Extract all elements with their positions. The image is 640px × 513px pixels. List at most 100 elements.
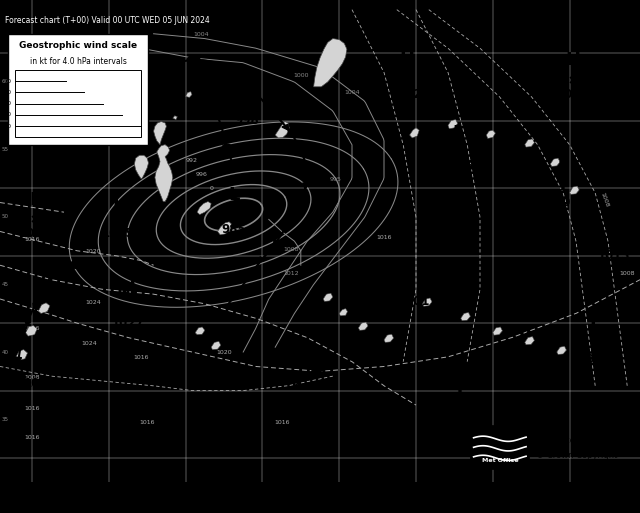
Polygon shape <box>252 90 259 96</box>
Text: 1004: 1004 <box>344 90 360 95</box>
Text: H: H <box>120 280 136 299</box>
Bar <box>8 34 148 145</box>
Polygon shape <box>25 321 31 326</box>
Text: 996: 996 <box>196 172 207 177</box>
Text: 1011: 1011 <box>444 399 476 411</box>
Text: L: L <box>113 191 124 209</box>
Text: 1012: 1012 <box>390 88 422 101</box>
Text: L: L <box>557 160 569 178</box>
Text: 1006: 1006 <box>442 160 474 173</box>
Circle shape <box>222 144 232 151</box>
Circle shape <box>212 68 223 75</box>
Polygon shape <box>186 92 192 97</box>
Circle shape <box>144 70 157 80</box>
Text: 1020: 1020 <box>216 350 232 356</box>
Polygon shape <box>296 203 303 208</box>
Polygon shape <box>232 293 239 299</box>
Polygon shape <box>358 322 368 330</box>
Polygon shape <box>275 122 289 138</box>
Polygon shape <box>273 239 280 245</box>
Polygon shape <box>323 293 333 302</box>
Polygon shape <box>525 337 534 345</box>
Text: 55: 55 <box>1 147 8 152</box>
Text: L: L <box>228 186 239 204</box>
Text: 1008: 1008 <box>620 271 635 276</box>
Polygon shape <box>286 221 292 227</box>
Polygon shape <box>493 327 502 335</box>
Text: L: L <box>29 191 41 209</box>
Text: 60: 60 <box>1 80 8 85</box>
Text: in kt for 4.0 hPa intervals: in kt for 4.0 hPa intervals <box>29 57 127 66</box>
Polygon shape <box>211 342 221 350</box>
Text: metoffice.gov.uk: metoffice.gov.uk <box>536 436 606 445</box>
Text: L: L <box>34 341 45 359</box>
Text: 1020: 1020 <box>85 249 100 254</box>
Polygon shape <box>38 303 50 313</box>
Polygon shape <box>155 145 173 202</box>
Polygon shape <box>235 74 242 80</box>
Polygon shape <box>259 257 266 263</box>
Text: 1016: 1016 <box>24 326 40 331</box>
Polygon shape <box>195 327 205 334</box>
Text: 1027: 1027 <box>112 317 144 329</box>
Text: H: H <box>509 288 525 306</box>
Polygon shape <box>302 163 309 168</box>
Polygon shape <box>282 124 289 130</box>
Polygon shape <box>339 309 348 316</box>
Polygon shape <box>267 107 274 113</box>
Text: 1016: 1016 <box>274 420 289 425</box>
Text: 1013: 1013 <box>598 249 630 262</box>
Text: H: H <box>607 213 622 231</box>
Polygon shape <box>16 350 28 360</box>
Polygon shape <box>410 128 419 138</box>
Text: 1011: 1011 <box>282 391 314 404</box>
Text: 1007: 1007 <box>547 196 579 209</box>
Polygon shape <box>570 186 579 194</box>
Text: 1000: 1000 <box>293 73 308 78</box>
Text: 60: 60 <box>4 124 12 129</box>
Polygon shape <box>486 130 495 139</box>
Text: 1004: 1004 <box>194 32 209 37</box>
Polygon shape <box>26 325 37 336</box>
Text: 1016: 1016 <box>376 235 392 240</box>
Text: 50: 50 <box>4 112 12 117</box>
Text: 1016: 1016 <box>24 435 40 440</box>
Text: L: L <box>292 355 303 373</box>
Text: 1008: 1008 <box>579 353 611 366</box>
Text: 985: 985 <box>221 223 246 235</box>
Text: Forecast chart (T+00) Valid 00 UTC WED 05 JUN 2024: Forecast chart (T+00) Valid 00 UTC WED 0… <box>5 15 210 25</box>
Text: L: L <box>589 317 601 334</box>
Polygon shape <box>218 222 232 235</box>
Text: 40: 40 <box>4 101 12 106</box>
Text: 1008: 1008 <box>284 247 299 252</box>
Polygon shape <box>294 143 301 149</box>
Text: 992: 992 <box>186 157 198 163</box>
Polygon shape <box>42 286 47 291</box>
Text: 1008: 1008 <box>24 374 40 380</box>
Text: 1019: 1019 <box>19 227 51 241</box>
Polygon shape <box>134 155 148 179</box>
Text: L: L <box>241 78 252 96</box>
Polygon shape <box>314 38 347 87</box>
Circle shape <box>188 55 200 65</box>
Text: 995: 995 <box>330 177 342 182</box>
Text: 20: 20 <box>4 78 12 84</box>
Text: 1008: 1008 <box>600 192 610 208</box>
Polygon shape <box>219 125 225 129</box>
Text: 1016: 1016 <box>140 420 155 425</box>
Bar <box>15 70 141 137</box>
Text: 1016: 1016 <box>24 237 40 242</box>
Polygon shape <box>33 303 38 308</box>
Text: 1005: 1005 <box>24 377 56 390</box>
Circle shape <box>213 106 223 113</box>
Text: L: L <box>454 362 465 380</box>
Circle shape <box>312 369 321 376</box>
Text: 45: 45 <box>1 282 8 287</box>
Polygon shape <box>550 158 560 166</box>
Circle shape <box>164 60 177 69</box>
Polygon shape <box>461 312 470 321</box>
Polygon shape <box>303 183 310 189</box>
Polygon shape <box>525 139 534 147</box>
Text: 50: 50 <box>1 214 8 220</box>
Text: 1017: 1017 <box>557 88 589 101</box>
